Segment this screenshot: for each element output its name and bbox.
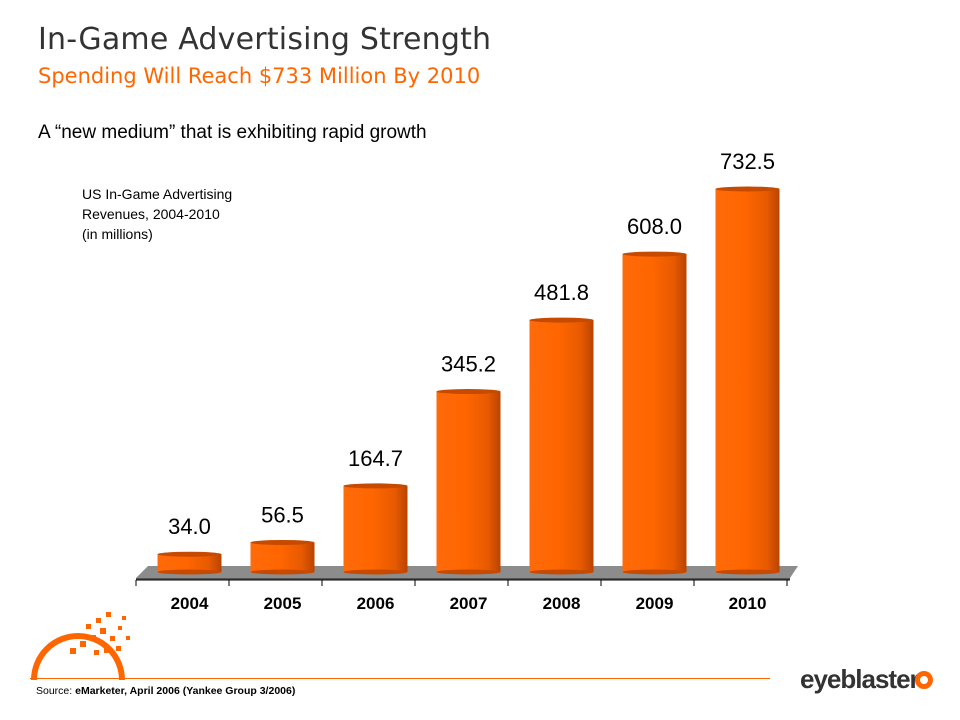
bar-base xyxy=(250,569,315,575)
bar-cap xyxy=(715,186,780,192)
bar-body xyxy=(436,391,501,572)
source-text: eMarketer, April 2006 (Yankee Group 3/20… xyxy=(75,685,296,697)
bar-2007 xyxy=(436,389,501,575)
x-axis-ticks xyxy=(135,580,788,586)
value-label: 56.5 xyxy=(261,502,304,527)
bar-base xyxy=(157,569,222,575)
bar-base xyxy=(529,569,594,575)
source-prefix: Source: xyxy=(36,685,76,697)
slide-title: In-Game Advertising Strength xyxy=(38,22,492,57)
bar-cap xyxy=(529,317,594,323)
bar-body xyxy=(157,554,222,572)
value-label: 732.5 xyxy=(720,149,775,174)
bar-cap xyxy=(436,389,501,395)
bar-2005 xyxy=(250,539,315,575)
source-note: Source: eMarketer, April 2006 (Yankee Gr… xyxy=(36,685,295,697)
bar-2010 xyxy=(715,186,780,575)
x-axis-labels: 2004 2005 2006 2007 2008 2009 2010 xyxy=(171,594,767,613)
bar-base xyxy=(343,569,408,575)
bar-2009 xyxy=(622,251,687,575)
bar-body xyxy=(622,254,687,572)
bar-cap xyxy=(250,539,315,545)
x-tick-label: 2008 xyxy=(543,594,581,613)
bar-series xyxy=(157,186,780,575)
slide-tagline: A “new medium” that is exhibiting rapid … xyxy=(38,122,427,143)
bar-body xyxy=(529,320,594,572)
bar-base xyxy=(715,569,780,575)
bar-base xyxy=(622,569,687,575)
slide-subtitle: Spending Will Reach $733 Million By 2010 xyxy=(38,64,481,88)
x-tick-label: 2007 xyxy=(450,594,488,613)
x-tick-label: 2010 xyxy=(729,594,767,613)
value-labels: 34.0 56.5 164.7 345.2 481.8 608.0 732.5 xyxy=(168,149,775,539)
bar-cap xyxy=(622,251,687,257)
bar-base xyxy=(436,569,501,575)
value-label: 345.2 xyxy=(441,352,496,377)
value-label: 481.8 xyxy=(534,280,589,305)
logo-wordmark: eyeblaster xyxy=(800,664,920,694)
x-tick-label: 2006 xyxy=(357,594,395,613)
brand-logo-icon xyxy=(31,612,130,680)
eyeblaster-logo: eyeblaster xyxy=(800,660,940,696)
bar-body xyxy=(343,485,408,572)
x-tick-label: 2005 xyxy=(264,594,302,613)
bar-cap xyxy=(343,483,408,489)
x-tick-label: 2004 xyxy=(171,594,209,613)
bar-2004 xyxy=(157,551,222,575)
bar-2006 xyxy=(343,483,408,575)
bar-2008 xyxy=(529,317,594,575)
chart-title-line-1: US In-Game Advertising xyxy=(82,186,233,202)
bar-cap xyxy=(157,551,222,557)
value-label: 34.0 xyxy=(168,514,211,539)
bar-body xyxy=(250,542,315,572)
value-label: 608.0 xyxy=(627,214,682,239)
chart-floor-edge xyxy=(136,578,790,580)
bar-body xyxy=(715,189,780,572)
x-tick-label: 2009 xyxy=(636,594,674,613)
footer-divider xyxy=(30,678,770,679)
chart-title: US In-Game Advertising Revenues, 2004-20… xyxy=(82,184,322,244)
chart-title-line-3: (in millions) xyxy=(82,226,153,242)
chart-title-line-2: Revenues, 2004-2010 xyxy=(82,206,220,222)
value-label: 164.7 xyxy=(348,446,403,471)
